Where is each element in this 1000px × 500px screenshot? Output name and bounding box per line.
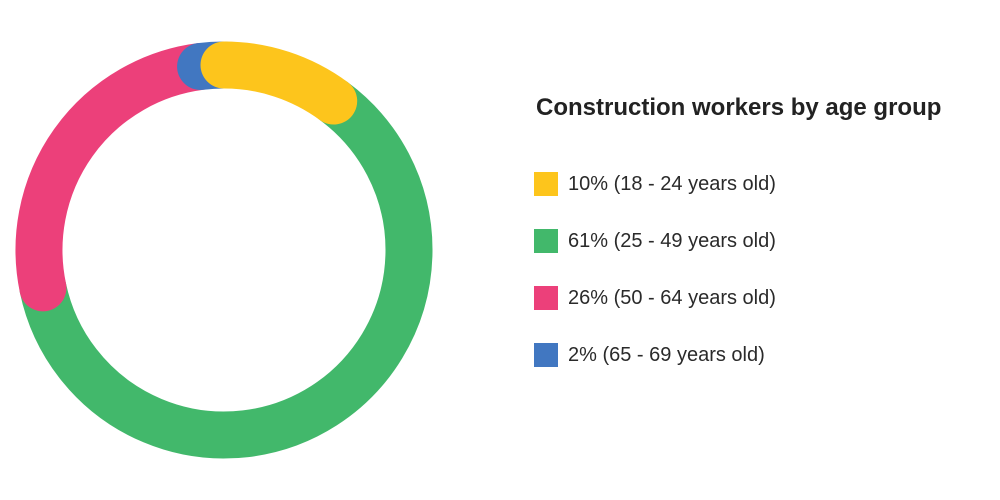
slice-18-24 [200, 41, 358, 125]
legend-label: 2% (65 - 69 years old) [568, 343, 765, 366]
donut-chart [15, 41, 433, 459]
legend-swatch [534, 229, 558, 253]
legend-item-18-24: 10% (18 - 24 years old) [534, 170, 994, 198]
chart-title: Construction workers by age group [536, 94, 942, 121]
legend-item-50-64: 26% (50 - 64 years old) [534, 284, 994, 312]
slice-50-64 [15, 42, 225, 312]
slice-25-49 [19, 77, 433, 459]
legend-label: 61% (25 - 49 years old) [568, 229, 776, 252]
legend-item-65-69: 2% (65 - 69 years old) [534, 341, 994, 369]
legend-swatch [534, 172, 558, 196]
legend-label: 26% (50 - 64 years old) [568, 286, 776, 309]
legend-item-25-49: 61% (25 - 49 years old) [534, 227, 994, 255]
legend-label: 10% (18 - 24 years old) [568, 172, 776, 195]
legend-swatch [534, 286, 558, 310]
legend-swatch [534, 343, 558, 367]
legend: 10% (18 - 24 years old) 61% (25 - 49 year… [534, 170, 994, 398]
